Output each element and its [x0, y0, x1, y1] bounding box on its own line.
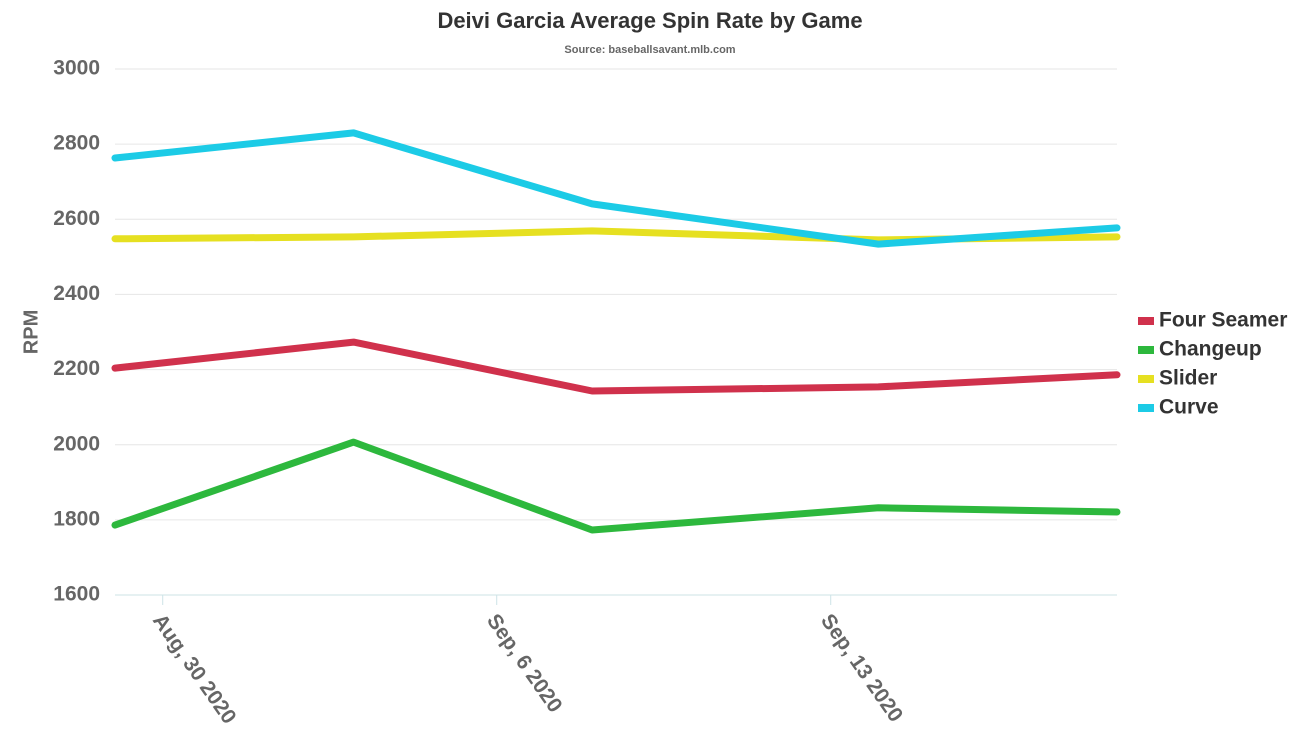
y-tick-label: 1600 — [53, 583, 100, 606]
y-tick-label: 2000 — [53, 432, 100, 455]
legend-swatch — [1138, 404, 1154, 412]
series-line — [111, 338, 1121, 395]
series-line — [111, 438, 1121, 534]
x-tick-label: Sep, 6 2020 — [482, 610, 566, 717]
legend-swatch — [1138, 346, 1154, 354]
chart-title: Deivi Garcia Average Spin Rate by Game — [437, 8, 862, 33]
chart-subtitle: Source: baseballsavant.mlb.com — [564, 44, 735, 56]
legend-swatch — [1138, 317, 1154, 325]
y-axis-label: RPM — [20, 310, 42, 354]
x-tick-label: Aug, 30 2020 — [148, 610, 240, 728]
x-tick-label: Sep, 13 2020 — [816, 610, 907, 726]
legend-label: Curve — [1159, 396, 1219, 419]
y-tick-label: 1800 — [53, 507, 100, 530]
y-tick-label: 2400 — [53, 282, 100, 305]
y-tick-label: 2200 — [53, 357, 100, 380]
legend-label: Slider — [1159, 367, 1217, 390]
series-line — [111, 129, 1121, 248]
y-tick-label: 2800 — [53, 132, 100, 155]
legend-label: Changeup — [1159, 338, 1262, 361]
y-tick-label: 3000 — [53, 57, 100, 80]
y-tick-label: 2600 — [53, 207, 100, 230]
legend-label: Four Seamer — [1159, 309, 1287, 332]
legend-swatch — [1138, 375, 1154, 383]
